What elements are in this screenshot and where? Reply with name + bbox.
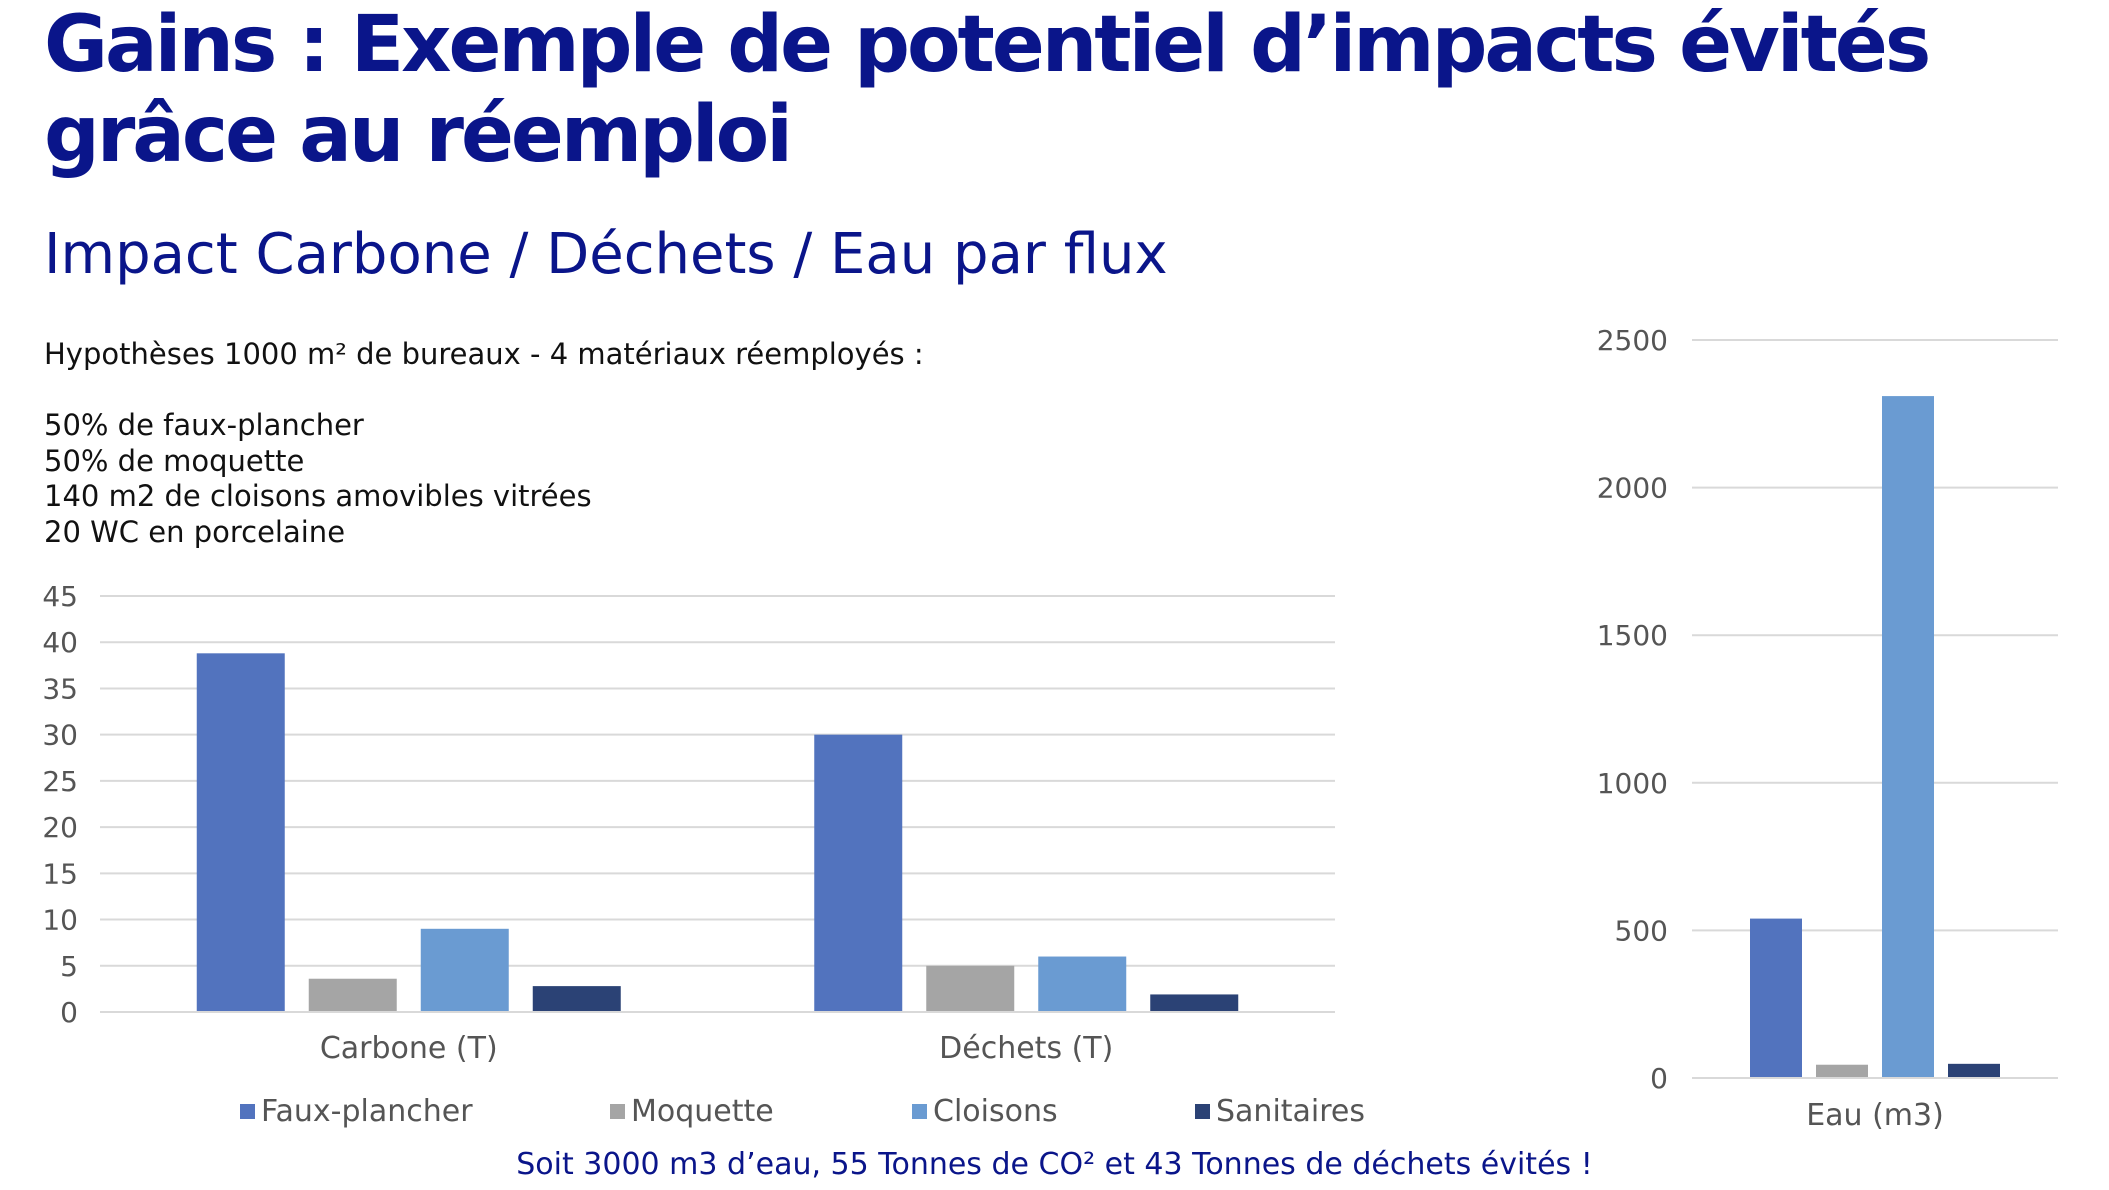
water-bar-chart: 0 500 1000 1500 2000 2500 Eau (m3) [1597, 324, 2058, 1133]
bar-cloisons [420, 928, 509, 1012]
x-category-label: Déchets (T) [939, 1031, 1113, 1066]
y-tick-label: 500 [1615, 914, 1668, 947]
legend-label: Moquette [631, 1094, 774, 1129]
hypothesis-item: 140 m2 de cloisons amovibles vitrées [44, 479, 592, 513]
bar-moquette [308, 978, 397, 1012]
summary-footer: Soit 3000 m3 d’eau, 55 Tonnes de CO² et … [516, 1147, 1593, 1182]
legend-swatch [610, 1104, 625, 1119]
y-tick-label: 20 [42, 811, 78, 844]
y-tick-label: 5 [60, 950, 78, 983]
hypotheses-title: Hypothèses 1000 m² de bureaux - 4 matéri… [44, 337, 924, 371]
bar-sanitaires [1948, 1063, 2000, 1078]
hypothesis-item: 50% de faux-plancher [44, 408, 364, 442]
carbon-waste-bar-chart: 0 5 10 15 20 25 30 35 40 45 Carbone (T) Déchets (T) [42, 580, 1335, 1066]
bar-sanitaires [532, 986, 621, 1012]
bar-faux-plancher [814, 734, 903, 1012]
bar-cloisons [1038, 956, 1127, 1012]
y-tick-label: 0 [60, 996, 78, 1029]
page-subtitle: Impact Carbone / Déchets / Eau par flux [44, 222, 1168, 287]
legend-label: Sanitaires [1216, 1094, 1366, 1129]
legend-label: Faux-plancher [261, 1094, 473, 1129]
x-category-label: Carbone (T) [320, 1031, 498, 1066]
y-tick-label: 45 [42, 580, 78, 613]
legend-swatch [240, 1104, 255, 1119]
hypothesis-item: 20 WC en porcelaine [44, 514, 346, 549]
legend-swatch [1195, 1104, 1210, 1119]
bar-moquette [1816, 1064, 1868, 1078]
legend-item-cloisons: Cloisons [912, 1092, 1058, 1132]
x-category-label: Eau (m3) [1806, 1098, 1944, 1133]
page-title: Gains : Exemple de potentiel d’impacts é… [44, 0, 1931, 180]
y-tick-label: 2500 [1597, 324, 1668, 357]
y-tick-label: 1500 [1597, 619, 1668, 652]
bar-sanitaires [1150, 994, 1239, 1012]
bar-faux-plancher [1750, 918, 1802, 1078]
hypotheses-list: 50% de faux-plancher 50% de moquette 140… [44, 408, 592, 550]
bar-moquette [926, 965, 1015, 1012]
y-tick-label: 30 [42, 719, 78, 752]
legend-swatch [912, 1104, 927, 1119]
y-tick-label: 35 [42, 672, 78, 705]
bar-cloisons [1882, 396, 1934, 1078]
hypothesis-item: 50% de moquette [44, 443, 305, 478]
chart-legend: Faux-plancher Moquette Cloisons Sanitair… [240, 1092, 1390, 1132]
y-tick-label: 15 [42, 857, 78, 890]
y-tick-label: 25 [42, 765, 78, 798]
y-tick-label: 10 [42, 904, 78, 937]
legend-item-faux-plancher: Faux-plancher [240, 1092, 473, 1132]
bar-faux-plancher [196, 653, 285, 1012]
y-tick-label: 0 [1650, 1062, 1668, 1095]
legend-item-sanitaires: Sanitaires [1195, 1092, 1365, 1132]
y-tick-label: 40 [42, 626, 78, 659]
legend-label: Cloisons [933, 1094, 1058, 1129]
legend-item-moquette: Moquette [610, 1092, 774, 1132]
y-tick-label: 2000 [1597, 472, 1668, 505]
y-tick-label: 1000 [1597, 767, 1668, 800]
